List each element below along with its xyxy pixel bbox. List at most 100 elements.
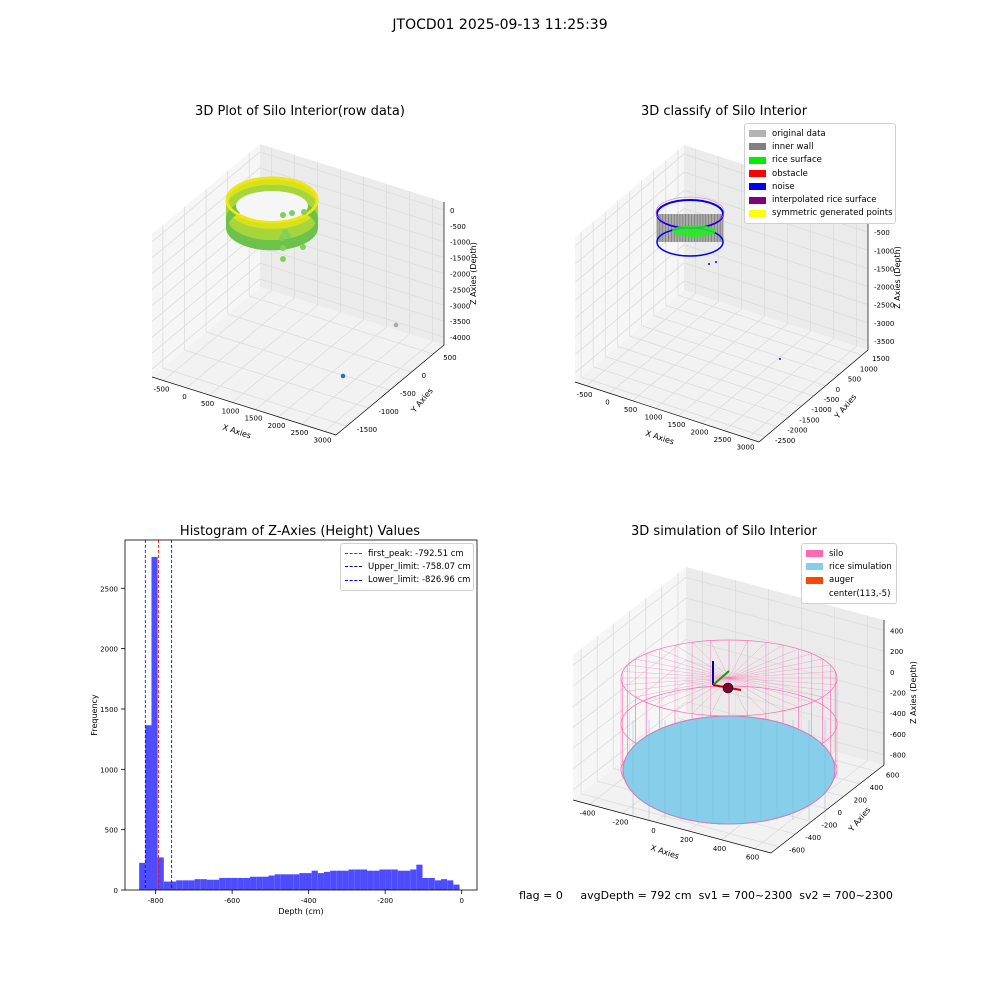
z-gridline xyxy=(151,199,261,290)
legend-swatch xyxy=(749,156,766,164)
simulation-panel-title: 3D simulation of Silo Interior xyxy=(631,524,817,539)
legend-swatch xyxy=(749,170,766,178)
y-tick-label: 2000 xyxy=(100,646,118,654)
y-axis-label: Y Axies xyxy=(846,805,872,834)
silo-roof-wire xyxy=(622,671,730,679)
histogram-bar xyxy=(293,874,300,890)
legend-label: auger xyxy=(829,575,854,586)
y-tick-label: -2000 xyxy=(787,427,807,435)
x-tick-label: -200 xyxy=(377,897,393,905)
x-tick-label: 600 xyxy=(746,854,759,862)
legend-label: noise xyxy=(772,181,795,192)
silo-base-ring xyxy=(622,715,836,825)
legend-swatch xyxy=(806,576,823,584)
noise-point xyxy=(715,261,717,263)
histogram-bar xyxy=(163,881,170,890)
z-gridline xyxy=(151,231,261,322)
y-gridline xyxy=(641,325,826,387)
raw-point xyxy=(280,245,286,251)
raw-point xyxy=(282,229,288,235)
histogram-bar xyxy=(157,857,164,890)
z-gridline xyxy=(683,262,869,324)
legend-swatch xyxy=(806,590,823,598)
histogram-bar xyxy=(311,870,318,890)
silo-roof-wire xyxy=(728,640,748,679)
z-tick-label: 0 xyxy=(890,669,894,677)
legend-swatch xyxy=(345,579,362,581)
z-tick-label: -3000 xyxy=(450,302,470,310)
histogram-bar xyxy=(342,870,349,890)
histogram-bar xyxy=(237,877,244,890)
y-gridline xyxy=(162,367,347,427)
y-tick-label: -1000 xyxy=(378,408,398,416)
z-gridline xyxy=(151,278,261,370)
histogram-bar xyxy=(336,870,343,890)
z-tick-label: -3500 xyxy=(874,338,894,346)
legend-entry: obstacle xyxy=(749,167,891,180)
z-gridline xyxy=(685,659,885,714)
x-tick-label: 2500 xyxy=(714,436,732,444)
histogram-bar xyxy=(268,875,275,890)
histogram-bar xyxy=(354,869,361,890)
histogram-bar xyxy=(453,884,460,890)
legend-label: symmetric generated points xyxy=(772,208,893,219)
x-axis-line xyxy=(574,381,760,443)
histogram-bar xyxy=(262,876,269,890)
z-tick-label: -500 xyxy=(450,223,466,231)
legend-entry: noise xyxy=(749,180,891,193)
z-tick-label: 400 xyxy=(890,627,903,635)
z-axis-label: Z Axies (Depth) xyxy=(909,661,918,724)
x-tick-label: 1500 xyxy=(668,421,686,429)
y-gridline xyxy=(665,304,850,366)
z-tick-label: -2000 xyxy=(450,271,470,279)
classify-3d-axes: -500 0 500 1000 1500 2000 2500 3000 1500 1000 500 0… xyxy=(574,145,902,451)
z-gridline xyxy=(259,278,445,338)
z-tick-label: -3500 xyxy=(450,318,470,326)
z-tick-label: -800 xyxy=(890,752,906,760)
y-tick-label: -1500 xyxy=(799,416,819,424)
silo-roof-wire xyxy=(728,677,831,692)
x-tick-label: 0 xyxy=(182,393,186,401)
z-gridline xyxy=(572,597,687,687)
x-tick-label: 400 xyxy=(713,845,726,853)
flag-text: flag = 0 xyxy=(519,889,563,902)
legend-swatch xyxy=(749,130,766,138)
z-gridline xyxy=(259,246,445,306)
y-gridline xyxy=(617,345,802,407)
silo-roof-wire xyxy=(728,644,784,679)
legend-label: original data xyxy=(772,128,826,139)
histogram-bar xyxy=(440,879,448,890)
histogram-bar xyxy=(360,869,368,890)
y-tick-label: -1500 xyxy=(357,426,377,434)
x-tick-label: 0 xyxy=(651,827,655,835)
silo-roof-wire xyxy=(674,644,730,679)
z-tick-label: -4000 xyxy=(450,334,470,342)
x-tick-label: -600 xyxy=(224,897,240,905)
x-tick-label: -500 xyxy=(154,386,170,394)
x-tick-label: 0 xyxy=(459,897,463,905)
silo-roof-wire xyxy=(728,677,799,708)
raw-outlier xyxy=(340,373,346,379)
raw-outlier xyxy=(393,322,399,328)
raw-point xyxy=(279,235,285,241)
silo-roof-wire xyxy=(710,640,730,679)
histogram-bar xyxy=(299,873,306,890)
y-tick-label: -500 xyxy=(824,396,840,404)
raw-point xyxy=(300,244,306,250)
z-gridline xyxy=(685,680,885,735)
y-axis-label: Frequency xyxy=(90,694,99,736)
z-tick-label: -400 xyxy=(890,710,906,718)
legend-entry: Upper_limit: -758.07 cm xyxy=(345,560,471,573)
simulation-content xyxy=(620,639,838,825)
raw-panel-title: 3D Plot of Silo Interior(row data) xyxy=(195,104,405,119)
rice-ring-hole xyxy=(236,191,308,221)
z-gridline xyxy=(151,246,261,338)
x-tick-label: -500 xyxy=(577,391,593,399)
y-tick-label: 600 xyxy=(886,771,899,779)
y-tick-label: 1000 xyxy=(860,365,878,373)
y-gridline xyxy=(205,331,391,391)
legend-entry: inner wall xyxy=(749,140,891,153)
histogram-bar xyxy=(379,869,386,890)
histogram-bar xyxy=(373,870,380,890)
